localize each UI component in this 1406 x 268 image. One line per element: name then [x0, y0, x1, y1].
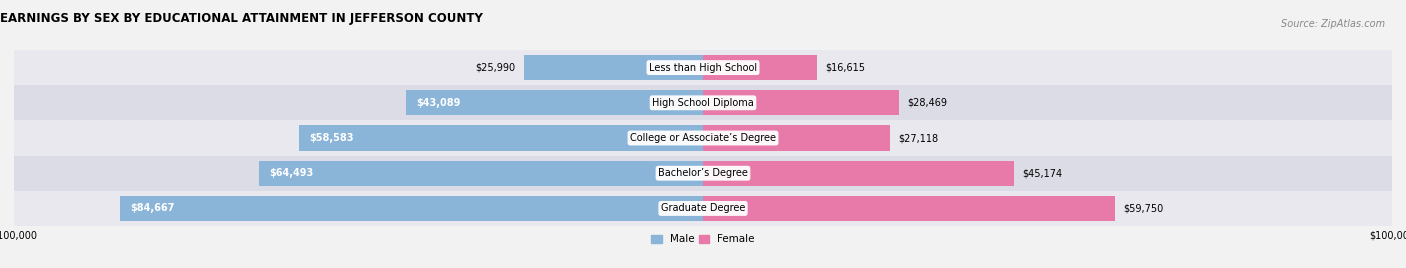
Bar	[14, 191, 1392, 226]
Text: Graduate Degree: Graduate Degree	[661, 203, 745, 213]
Bar	[259, 161, 703, 186]
Bar	[14, 156, 1392, 191]
Text: Bachelor’s Degree: Bachelor’s Degree	[658, 168, 748, 178]
Bar	[524, 55, 703, 80]
Bar	[703, 90, 898, 116]
Legend: Male, Female: Male, Female	[651, 234, 755, 244]
Text: $28,469: $28,469	[907, 98, 948, 108]
Bar	[703, 125, 890, 151]
Bar	[14, 50, 1392, 85]
Text: $43,089: $43,089	[416, 98, 461, 108]
Bar	[703, 161, 1014, 186]
Text: $16,615: $16,615	[825, 63, 866, 73]
Text: $84,667: $84,667	[129, 203, 174, 213]
Bar	[299, 125, 703, 151]
Text: EARNINGS BY SEX BY EDUCATIONAL ATTAINMENT IN JEFFERSON COUNTY: EARNINGS BY SEX BY EDUCATIONAL ATTAINMEN…	[0, 12, 484, 25]
Text: $58,583: $58,583	[309, 133, 354, 143]
Text: $27,118: $27,118	[898, 133, 938, 143]
Bar	[120, 196, 703, 221]
Text: $59,750: $59,750	[1123, 203, 1163, 213]
Text: High School Diploma: High School Diploma	[652, 98, 754, 108]
Bar	[703, 196, 1115, 221]
Text: College or Associate’s Degree: College or Associate’s Degree	[630, 133, 776, 143]
Text: $45,174: $45,174	[1022, 168, 1063, 178]
Bar	[14, 120, 1392, 156]
Text: Less than High School: Less than High School	[650, 63, 756, 73]
Text: $64,493: $64,493	[269, 168, 314, 178]
Text: Source: ZipAtlas.com: Source: ZipAtlas.com	[1281, 19, 1385, 29]
Text: $25,990: $25,990	[475, 63, 516, 73]
Bar	[14, 85, 1392, 120]
Bar	[703, 55, 817, 80]
Bar	[406, 90, 703, 116]
